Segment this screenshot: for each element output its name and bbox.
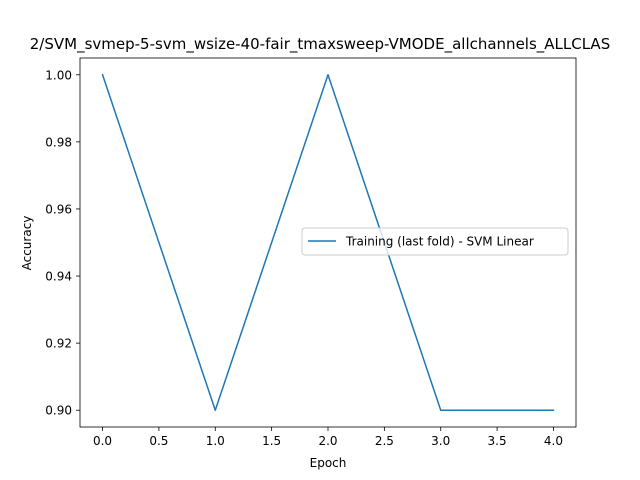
series-group xyxy=(101,73,555,411)
y-tick-label: 0.92 xyxy=(45,337,72,351)
x-tick-label: 0.5 xyxy=(149,434,168,448)
x-tick-label: 1.5 xyxy=(262,434,281,448)
y-tick-label: 1.00 xyxy=(45,68,72,82)
legend: Training (last fold) - SVM Linear xyxy=(301,227,569,256)
x-tick-label: 3.5 xyxy=(488,434,507,448)
y-tick-label: 0.96 xyxy=(45,202,72,216)
x-axis-ticks: 0.0 0.5 1.0 1.5 2.0 2.5 3.0 3.5 4.0 xyxy=(93,427,563,448)
legend-frame xyxy=(301,227,569,256)
y-tick-label: 0.98 xyxy=(45,135,72,149)
x-tick-label: 2.5 xyxy=(375,434,394,448)
x-tick-label: 2.0 xyxy=(318,434,337,448)
series-line-0 xyxy=(101,73,555,411)
x-axis-label: Epoch xyxy=(310,456,347,470)
y-axis-ticks: 0.90 0.92 0.94 0.96 0.98 1.00 xyxy=(45,68,80,418)
legend-label: Training (last fold) - SVM Linear xyxy=(345,235,534,249)
y-axis-label: Accuracy xyxy=(20,216,34,271)
chart-title: 2/SVM_svmep-5-svm_wsize-40-fair_tmaxswee… xyxy=(30,35,610,54)
x-tick-label: 3.0 xyxy=(431,434,450,448)
x-tick-label: 1.0 xyxy=(206,434,225,448)
y-tick-label: 0.90 xyxy=(45,404,72,418)
y-tick-label: 0.94 xyxy=(45,270,72,284)
x-tick-label: 4.0 xyxy=(544,434,563,448)
x-tick-label: 0.0 xyxy=(93,434,112,448)
